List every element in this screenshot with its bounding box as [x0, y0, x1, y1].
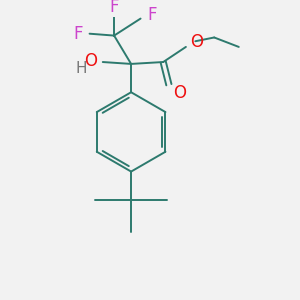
Text: F: F — [147, 6, 157, 24]
Text: F: F — [110, 0, 119, 16]
Text: O: O — [84, 52, 97, 70]
Text: O: O — [173, 84, 186, 102]
Text: O: O — [190, 33, 204, 51]
Text: H: H — [75, 61, 87, 76]
Text: F: F — [74, 25, 83, 43]
